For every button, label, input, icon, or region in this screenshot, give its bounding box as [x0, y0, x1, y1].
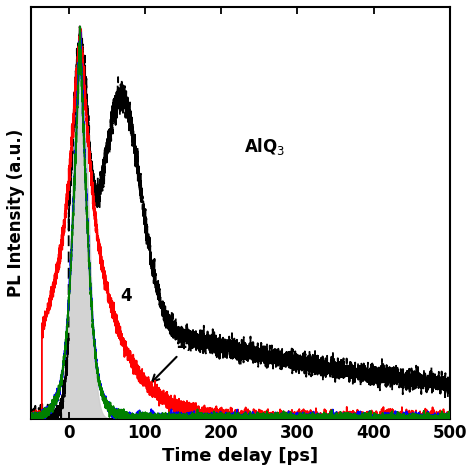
X-axis label: Time delay [ps]: Time delay [ps] — [162, 447, 318, 465]
Text: 4: 4 — [120, 287, 132, 305]
Text: AlQ$_3$: AlQ$_3$ — [244, 136, 285, 157]
Y-axis label: PL Intensity (a.u.): PL Intensity (a.u.) — [7, 129, 25, 297]
Text: 1,2: 1,2 — [152, 334, 205, 382]
